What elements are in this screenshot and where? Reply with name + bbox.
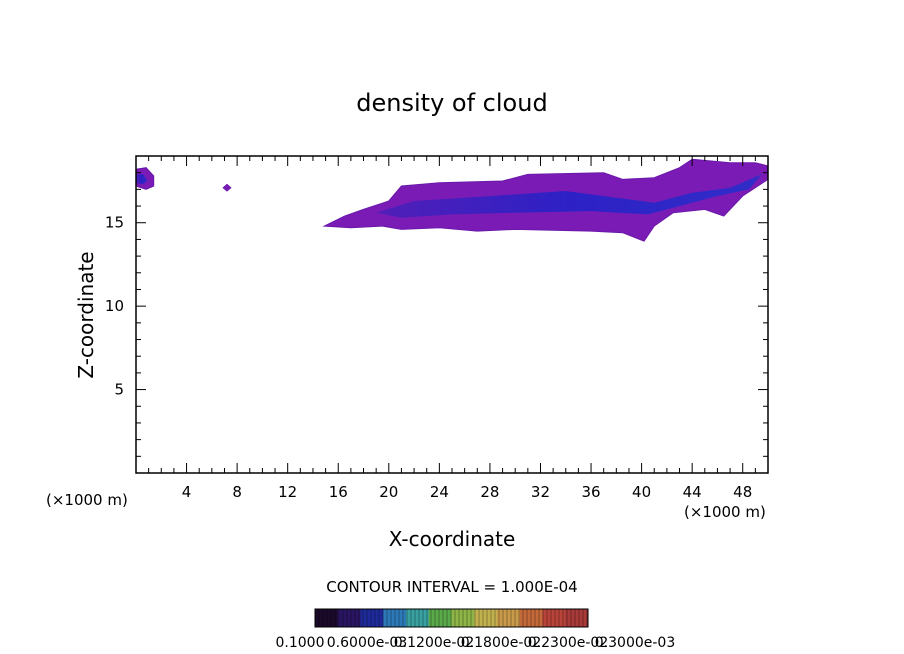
colorbar-label: 0.1000 bbox=[276, 635, 325, 651]
colorbar-segment bbox=[428, 609, 452, 627]
axis-ticks bbox=[136, 156, 768, 473]
cloud-core-1 bbox=[136, 174, 148, 185]
chart-title: density of cloud bbox=[356, 89, 547, 117]
x-unit-label-right: (×1000 m) bbox=[684, 503, 766, 521]
colorbar-label: 0.1800e-02 bbox=[461, 635, 541, 651]
colorbar-segment bbox=[451, 609, 475, 627]
x-tick-label: 44 bbox=[683, 483, 702, 501]
colorbar-label: 0.2300e-02 bbox=[528, 635, 608, 651]
colorbar-segment bbox=[315, 609, 339, 627]
cloud-layer bbox=[135, 158, 769, 242]
colorbar-label: 0.6000e-03 bbox=[327, 635, 407, 651]
colorbar-segment bbox=[474, 609, 498, 627]
colorbar-segment bbox=[565, 609, 589, 627]
x-tick-label: 40 bbox=[632, 483, 651, 501]
y-tick-label: 10 bbox=[105, 297, 124, 315]
colorbar-labels: 0.1000 0.6000e-030.1200e-020.1800e-020.23… bbox=[276, 635, 676, 651]
contour-interval-label: CONTOUR INTERVAL = 1.000E-04 bbox=[326, 578, 577, 596]
x-unit-label-left: (×1000 m) bbox=[46, 491, 128, 509]
x-tick-label: 8 bbox=[232, 483, 242, 501]
cloud-region-2 bbox=[222, 183, 232, 192]
x-tick-label: 48 bbox=[733, 483, 752, 501]
x-tick-label: 16 bbox=[329, 483, 348, 501]
x-tick-label: 24 bbox=[430, 483, 449, 501]
colorbar-frame bbox=[314, 608, 589, 628]
colorbar-label: 0.3000e-03 bbox=[595, 635, 675, 651]
y-axis-label: Z-coordinate bbox=[74, 251, 98, 378]
x-tick-label: 20 bbox=[379, 483, 398, 501]
colorbar-label: 0.1200e-02 bbox=[394, 635, 474, 651]
x-tick-label: 12 bbox=[278, 483, 297, 501]
colorbar-segment bbox=[497, 609, 521, 627]
colorbar-segment bbox=[519, 609, 543, 627]
colorbar-segment bbox=[542, 609, 566, 627]
colorbar-segment bbox=[337, 609, 361, 627]
x-tick-label: 36 bbox=[581, 483, 600, 501]
x-axis-label: X-coordinate bbox=[389, 527, 516, 551]
colorbar-segment bbox=[406, 609, 430, 627]
colorbar-segment bbox=[360, 609, 384, 627]
cloud-core-0 bbox=[376, 174, 762, 218]
x-tick-label: 32 bbox=[531, 483, 550, 501]
y-tick-label: 5 bbox=[114, 381, 124, 399]
colorbar bbox=[314, 608, 589, 628]
x-tick-label: 4 bbox=[182, 483, 192, 501]
y-tick-label: 15 bbox=[105, 214, 124, 232]
colorbar-segment bbox=[383, 609, 407, 627]
x-tick-label: 28 bbox=[480, 483, 499, 501]
